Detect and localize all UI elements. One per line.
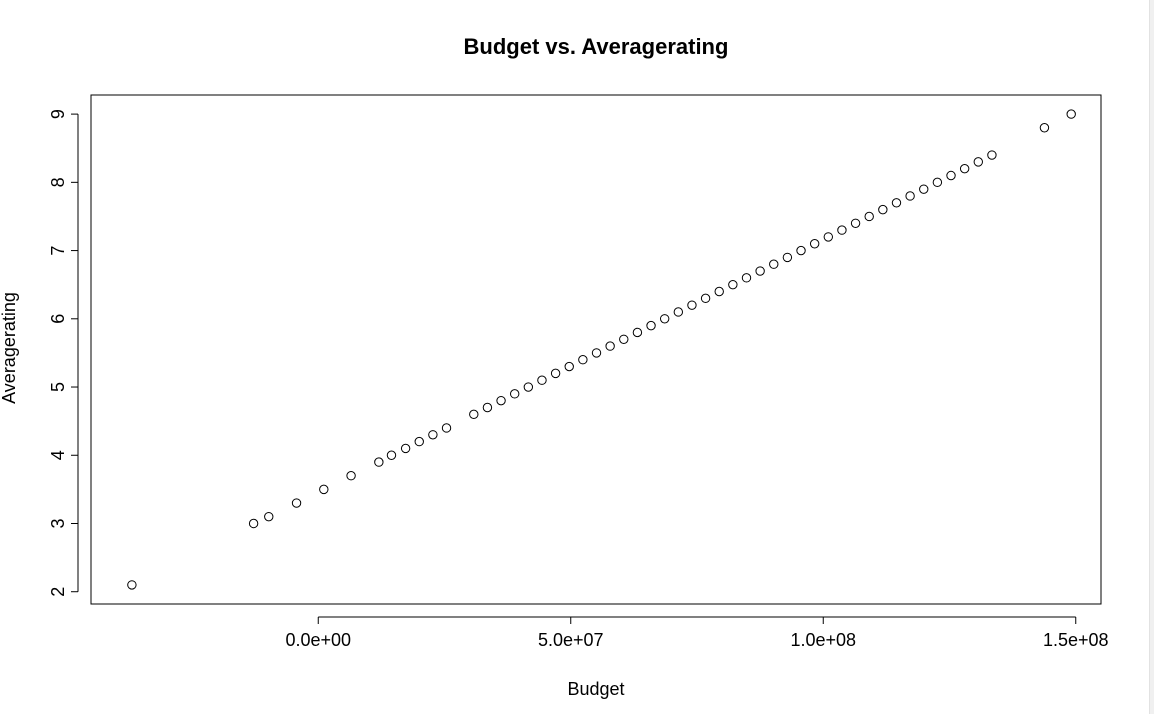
data-point xyxy=(374,457,384,467)
y-tick-label: 6 xyxy=(48,314,68,324)
data-point xyxy=(127,580,137,590)
data-point xyxy=(646,320,656,331)
data-point xyxy=(959,163,970,174)
data-point xyxy=(659,314,670,324)
data-point xyxy=(591,348,602,358)
data-point xyxy=(319,484,329,495)
data-point xyxy=(687,300,697,310)
data-point xyxy=(878,204,888,215)
data-point xyxy=(987,150,997,160)
data-point xyxy=(248,518,259,529)
data-point xyxy=(469,409,479,420)
data-point xyxy=(537,375,547,385)
data-point xyxy=(769,259,779,269)
data-point xyxy=(932,177,943,188)
chart-title: Budget vs. Averagerating xyxy=(464,34,729,59)
x-tick-label: 5.0e+07 xyxy=(538,630,604,650)
data-point xyxy=(741,273,752,283)
x-tick-label: 1.5e+08 xyxy=(1043,630,1109,650)
y-tick-label: 5 xyxy=(48,382,68,392)
data-point xyxy=(782,252,793,263)
x-axis-label: Budget xyxy=(567,679,624,699)
data-point xyxy=(482,402,493,413)
data-point xyxy=(564,361,574,372)
data-points xyxy=(127,109,1076,590)
data-point xyxy=(728,279,738,290)
data-point xyxy=(850,218,861,228)
plot-frame xyxy=(90,94,1102,605)
data-point xyxy=(386,450,397,460)
data-point xyxy=(891,198,902,208)
y-tick-label: 4 xyxy=(48,450,68,460)
data-point xyxy=(919,184,929,194)
data-point xyxy=(291,498,302,508)
y-tick-label: 9 xyxy=(48,109,68,119)
window-scrollbar[interactable] xyxy=(1149,0,1154,714)
data-point xyxy=(496,395,506,406)
x-tick-label: 1.0e+08 xyxy=(790,630,856,650)
data-point xyxy=(619,334,629,344)
y-tick-label: 2 xyxy=(48,587,68,597)
data-point xyxy=(346,471,356,481)
data-point xyxy=(1039,123,1050,133)
x-axis: 0.0e+00 5.0e+07 1.0e+08 1.5e+08 xyxy=(285,616,1109,650)
data-point xyxy=(973,157,983,167)
data-point xyxy=(428,430,438,440)
data-point xyxy=(714,286,724,297)
data-point xyxy=(578,355,588,365)
data-point xyxy=(523,382,534,392)
data-point xyxy=(905,191,915,201)
data-point xyxy=(441,423,452,433)
data-point xyxy=(755,266,765,276)
data-point xyxy=(632,327,643,338)
data-point xyxy=(796,245,806,256)
y-tick-label: 3 xyxy=(48,518,68,528)
data-point xyxy=(700,293,711,304)
data-point xyxy=(509,389,520,399)
data-point xyxy=(823,232,833,242)
data-point xyxy=(864,211,874,222)
data-point xyxy=(400,443,411,454)
y-axis: 2 3 4 5 6 7 8 9 xyxy=(48,109,79,597)
x-tick-label: 0.0e+00 xyxy=(285,630,351,650)
data-point xyxy=(550,368,561,379)
data-point xyxy=(414,436,424,447)
y-tick-label: 8 xyxy=(48,177,68,187)
data-point xyxy=(673,307,684,317)
data-point xyxy=(264,511,274,522)
y-axis-label: Averagerating xyxy=(0,292,19,404)
data-point xyxy=(837,225,847,235)
data-point xyxy=(1066,109,1076,119)
data-point xyxy=(605,341,615,351)
data-point xyxy=(809,239,820,249)
data-point xyxy=(946,170,956,181)
y-tick-label: 7 xyxy=(48,246,68,256)
